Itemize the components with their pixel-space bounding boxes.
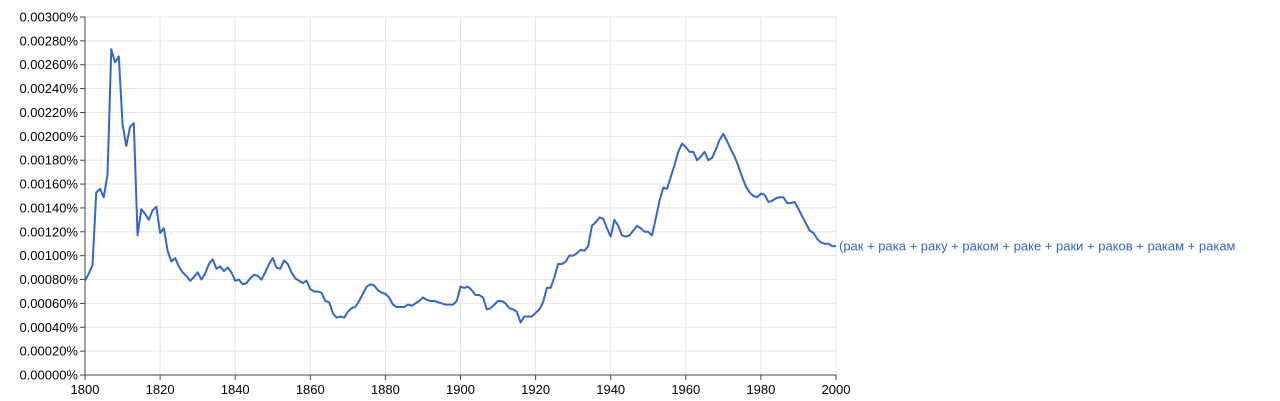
- y-tick-label: 0.00160%: [19, 177, 78, 192]
- x-axis-ticks: 1800 1820 1840 1860 1880 1900 1920 1940 1960 1980…: [71, 375, 851, 397]
- y-axis-ticks: 0.00000% 0.00020% 0.00040% 0.00060% 0.00080%…: [19, 10, 85, 383]
- y-tick-label: 0.00100%: [19, 248, 78, 263]
- x-tick-label: 1980: [746, 382, 775, 397]
- y-tick-label: 0.00220%: [19, 105, 78, 120]
- x-tick-label: 1820: [146, 382, 175, 397]
- y-tick-label: 0.00020%: [19, 344, 78, 359]
- x-tick-label: 1860: [296, 382, 325, 397]
- x-tick-label: 1900: [446, 382, 475, 397]
- y-tick-label: 0.00120%: [19, 224, 78, 239]
- y-tick-label: 0.00060%: [19, 296, 78, 311]
- x-tick-label: 1880: [371, 382, 400, 397]
- series-label[interactable]: (рак + рака + раку + раком + раке + раки…: [839, 239, 1236, 254]
- y-tick-label: 0.00260%: [19, 57, 78, 72]
- y-tick-label: 0.00000%: [19, 368, 78, 383]
- grid-lines: [85, 16, 837, 375]
- y-tick-label: 0.00200%: [19, 129, 78, 144]
- y-tick-label: 0.00140%: [19, 200, 78, 215]
- x-tick-label: 2000: [822, 382, 851, 397]
- y-tick-label: 0.00180%: [19, 153, 78, 168]
- y-tick-label: 0.00240%: [19, 81, 78, 96]
- series-line[interactable]: [84, 48, 836, 324]
- y-tick-label: 0.00280%: [19, 33, 78, 48]
- series-group: (рак + рака + раку + раком + раке + раки…: [84, 48, 1236, 324]
- x-tick-label: 1940: [596, 382, 625, 397]
- x-tick-label: 1920: [521, 382, 550, 397]
- y-tick-label: 0.00080%: [19, 272, 78, 287]
- x-tick-label: 1800: [71, 382, 100, 397]
- x-tick-label: 1840: [221, 382, 250, 397]
- y-tick-label: 0.00040%: [19, 320, 78, 335]
- x-tick-label: 1960: [671, 382, 700, 397]
- y-tick-label: 0.00300%: [19, 10, 78, 25]
